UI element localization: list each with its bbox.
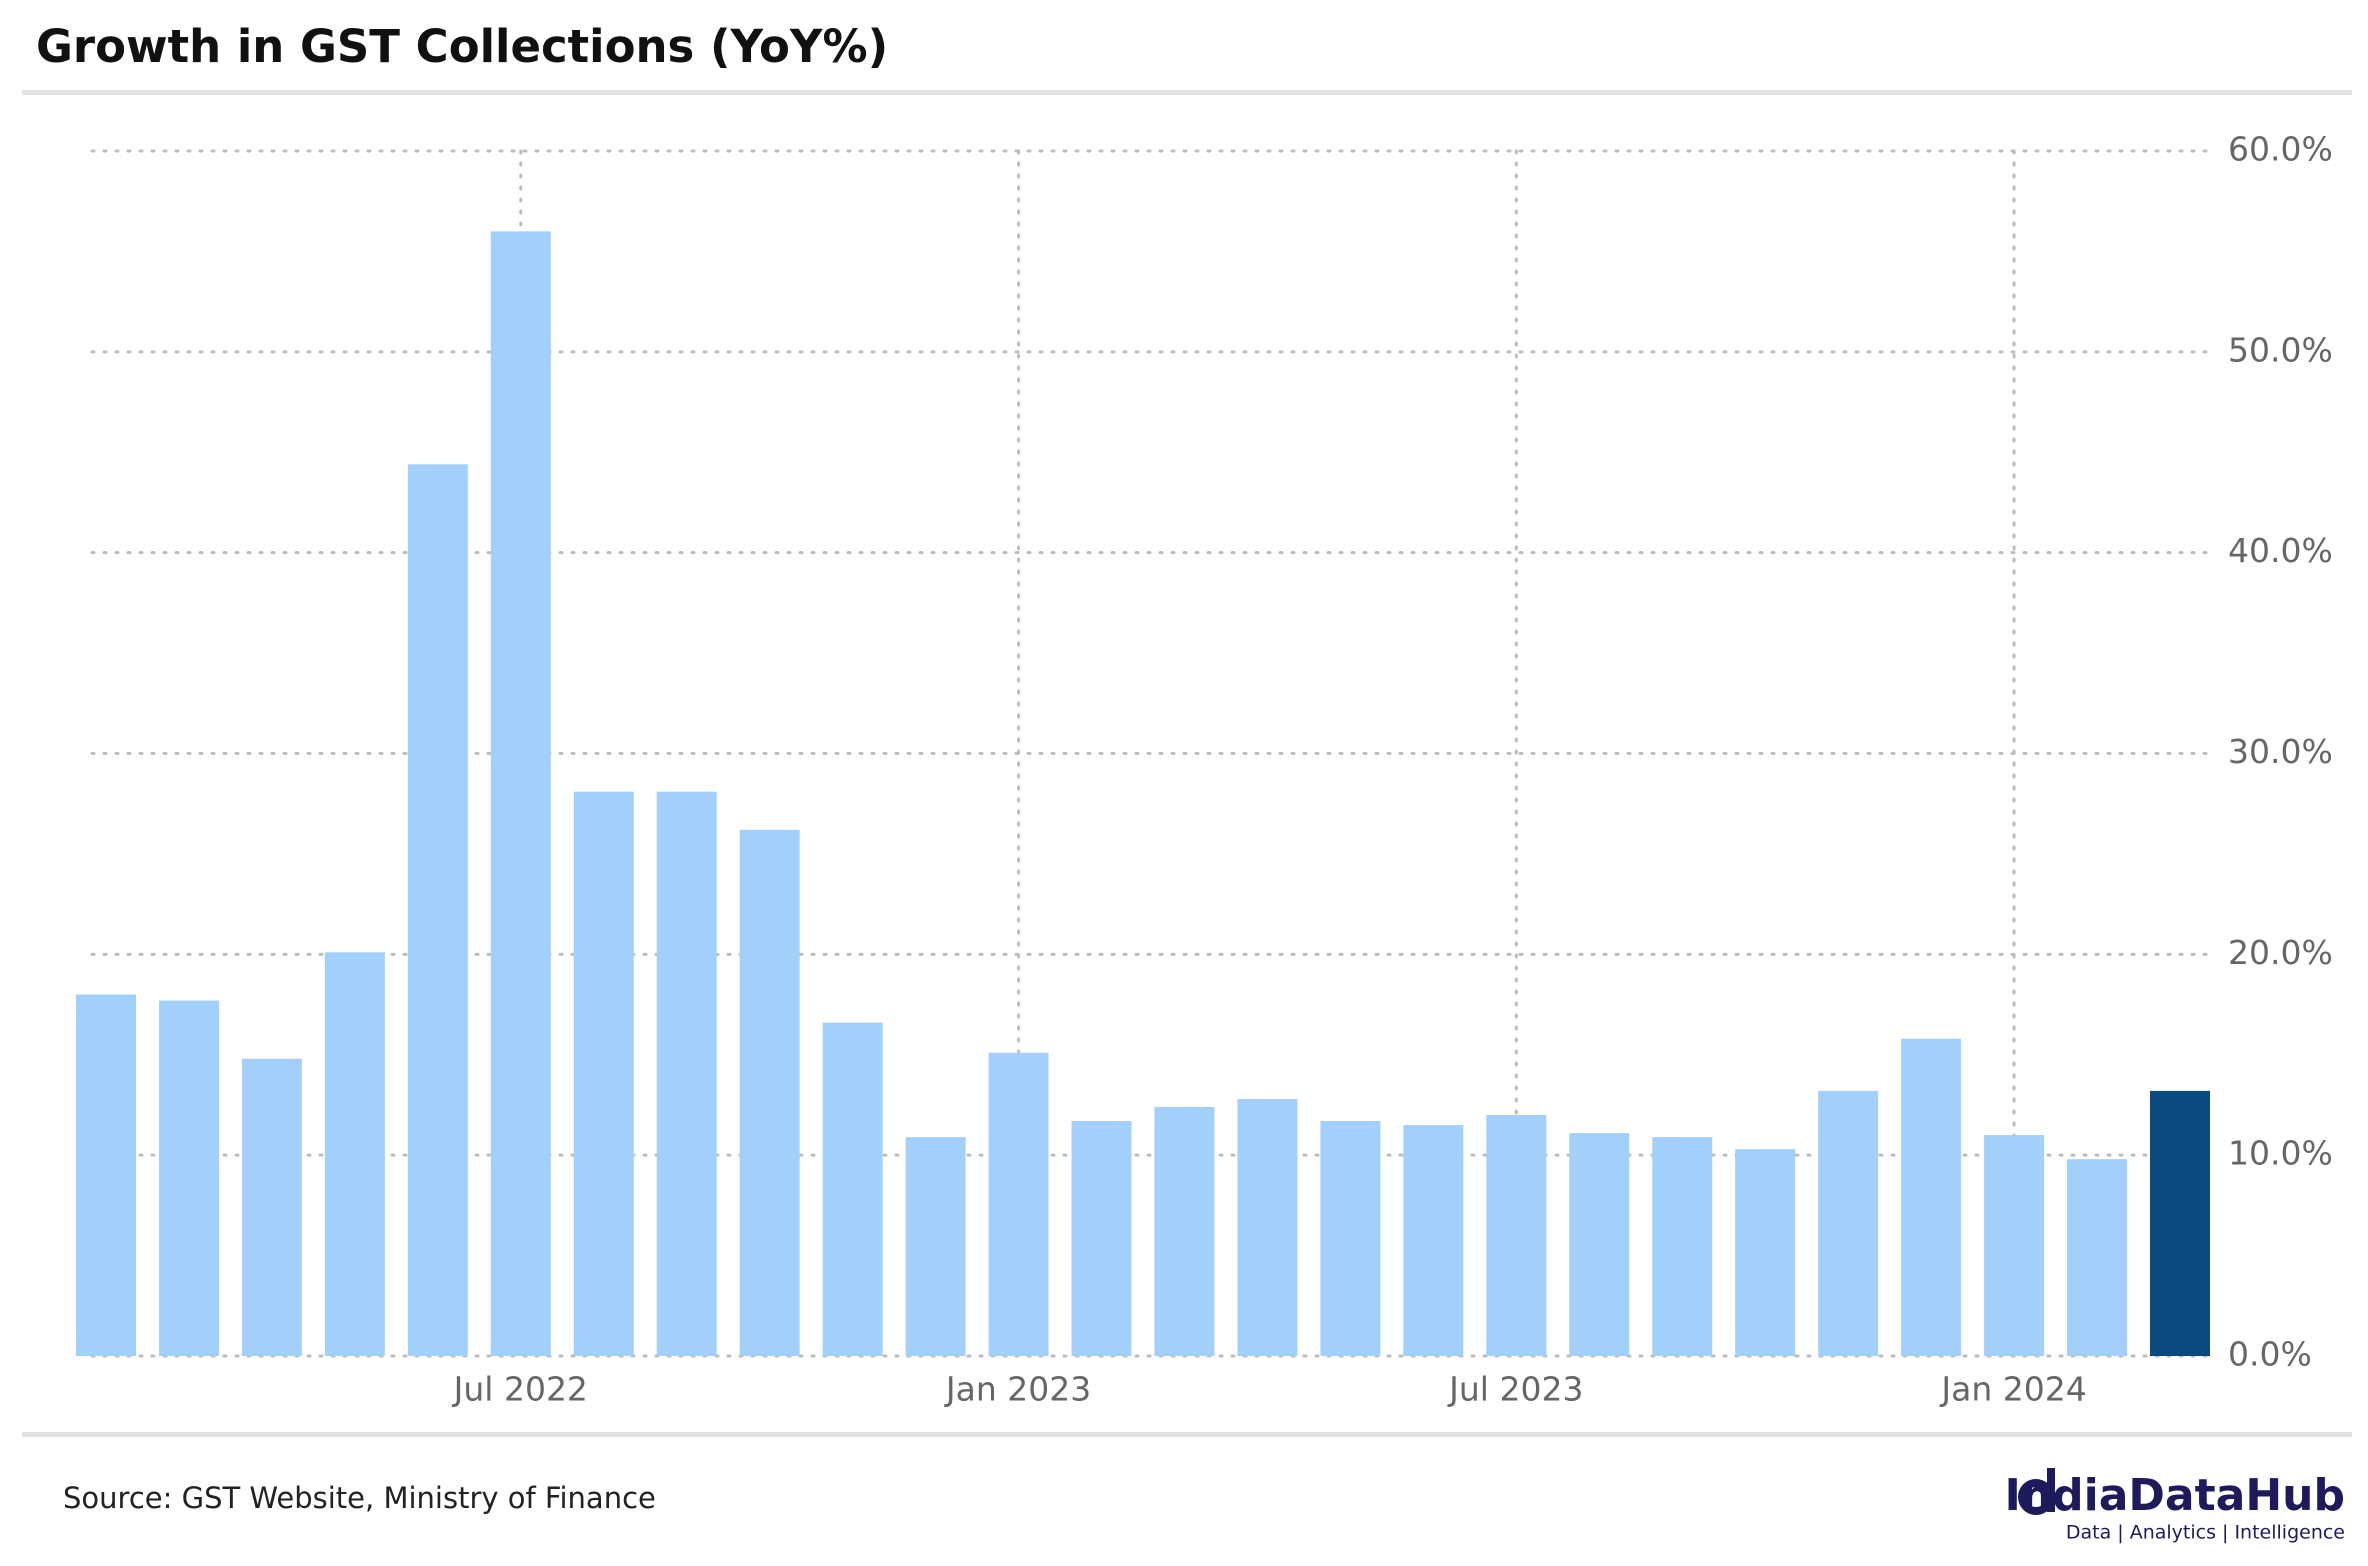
bar	[1237, 1098, 1298, 1356]
source: Source: GST Website, Ministry of Finance	[63, 1481, 656, 1515]
logo-name: IndiaDataHub	[2004, 1470, 2345, 1521]
bar	[1154, 1106, 1215, 1356]
bar	[1569, 1133, 1630, 1356]
x-tick-label: Jul 2023	[1447, 1370, 1583, 1409]
bar	[2067, 1159, 2128, 1356]
y-tick-label: 10.0%	[2228, 1134, 2333, 1173]
bar	[739, 829, 800, 1356]
logo: IndiaDataHub Data | Analytics | Intellig…	[2004, 1468, 2345, 1544]
bottom-rule	[22, 1432, 2352, 1437]
y-tick-label: 30.0%	[2228, 732, 2333, 771]
bar	[573, 791, 634, 1356]
bar	[1735, 1149, 1796, 1356]
logo-tagline: Data | Analytics | Intelligence	[2066, 1522, 2345, 1544]
chart-title: Growth in GST Collections (YoY%)	[36, 20, 888, 73]
x-tick-label: Jan 2024	[1939, 1370, 2086, 1409]
top-rule	[22, 90, 2352, 95]
bar	[1320, 1121, 1381, 1356]
bar	[822, 1022, 883, 1356]
bar	[158, 1000, 219, 1356]
bar	[324, 952, 385, 1356]
y-tick-label: 50.0%	[2228, 330, 2333, 369]
bar	[241, 1058, 302, 1356]
bar	[1984, 1135, 2045, 1356]
logo-icon-stem	[2047, 1468, 2055, 1512]
bar	[1901, 1038, 1962, 1356]
bar	[988, 1052, 1049, 1356]
bar	[2150, 1090, 2210, 1356]
y-tick-label: 40.0%	[2228, 531, 2333, 570]
y-tick-label: 20.0%	[2228, 933, 2333, 972]
x-tick-label: Jul 2022	[452, 1370, 588, 1409]
bar	[407, 464, 468, 1356]
bar	[1652, 1137, 1713, 1356]
bar	[905, 1137, 966, 1356]
y-tick-label: 60.0%	[2228, 130, 2333, 169]
bar	[1403, 1125, 1464, 1356]
y-tick-label: 0.0%	[2228, 1335, 2312, 1374]
bar	[1818, 1090, 1879, 1356]
bar	[656, 791, 717, 1356]
x-tick-label: Jan 2023	[944, 1370, 1091, 1409]
bar	[490, 231, 551, 1356]
bar	[1486, 1115, 1547, 1356]
bar	[1071, 1121, 1132, 1356]
bar	[76, 994, 136, 1356]
